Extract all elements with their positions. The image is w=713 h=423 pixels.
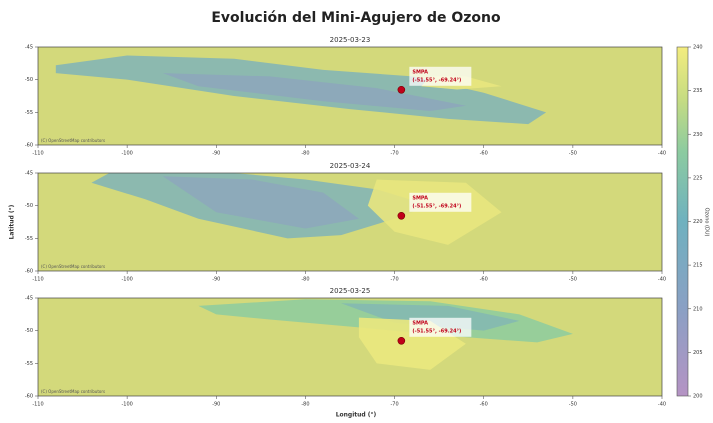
y-tick-label: -55 [25,236,33,242]
station-marker [397,336,406,345]
station-name: SMPA [412,320,428,326]
x-tick-label: -40 [658,151,666,157]
annotation-box [409,317,472,337]
colorbar-tick-label: 225 [693,175,703,181]
x-tick-label: -70 [390,277,398,283]
colorbar-tick-label: 210 [693,306,703,312]
x-tick-label: -50 [569,277,577,283]
x-tick-label: -80 [301,402,309,408]
x-tick-label: -110 [32,402,43,408]
x-tick-label: -60 [480,402,488,408]
station-name: SMPA [412,195,428,201]
ozone-field [162,176,359,229]
colorbar-tick-label: 205 [693,350,703,356]
x-tick-label: -70 [390,402,398,408]
station-name: SMPA [412,69,428,75]
x-tick-label: -100 [121,151,132,157]
figure-title: Evolución del Mini-Agujero de Ozono [211,10,501,26]
colorbar-tick-label: 220 [693,219,703,225]
x-tick-label: -40 [658,277,666,283]
colorbar-tick-label: 230 [693,132,703,138]
panel-title: 2025-03-25 [330,287,371,295]
ozone-field [341,303,520,331]
x-tick-label: -90 [212,402,220,408]
y-tick-label: -45 [25,296,33,302]
x-tick-label: -110 [32,151,43,157]
x-tick-label: -60 [480,151,488,157]
annotation-box [409,192,472,212]
y-tick-label: -55 [25,110,33,116]
station-marker [397,211,406,220]
y-tick-label: -50 [25,203,33,209]
plot-frame [37,46,663,146]
x-tick-label: -110 [32,277,43,283]
attribution: (C) OpenStreetMap contributors [41,138,105,143]
y-tick-label: -60 [25,269,33,275]
x-tick-label: -60 [480,277,488,283]
colorbar-tick-label: 215 [693,263,703,269]
y-tick-label: -50 [25,328,33,334]
station-coords: (-51.55°, -69.24°) [412,203,461,209]
station-coords: (-51.55°, -69.24°) [412,328,461,334]
plot-frame [37,297,663,397]
x-tick-label: -90 [212,151,220,157]
x-tick-label: -40 [658,402,666,408]
x-tick-label: -50 [569,402,577,408]
x-axis-label: Longitud (°) [336,412,377,419]
station-coords: (-51.55°, -69.24°) [412,77,461,83]
y-tick-label: -60 [25,394,33,400]
annotation-box [409,66,472,86]
station-marker [397,85,406,94]
panel-title: 2025-03-23 [330,36,371,44]
y-tick-label: -45 [25,171,33,177]
y-tick-label: -45 [25,45,33,51]
x-tick-label: -90 [212,277,220,283]
x-tick-label: -70 [390,151,398,157]
colorbar-tick-label: 240 [693,45,703,51]
x-tick-label: -50 [569,151,577,157]
attribution: (C) OpenStreetMap contributors [41,264,105,269]
y-tick-label: -50 [25,77,33,83]
x-tick-label: -80 [301,277,309,283]
colorbar-tick-label: 200 [693,394,703,400]
colorbar [676,46,689,397]
panel-title: 2025-03-24 [330,162,371,170]
attribution: (C) OpenStreetMap contributors [41,389,105,394]
x-tick-label: -100 [121,402,132,408]
x-tick-label: -100 [121,277,132,283]
colorbar-label: Ozono (DU) [704,208,710,237]
y-tick-label: -60 [25,143,33,149]
plot-frame [37,172,663,272]
y-tick-label: -55 [25,361,33,367]
colorbar-tick-label: 235 [693,88,703,94]
x-tick-label: -80 [301,151,309,157]
y-axis-label: Latitud (°) [9,204,16,239]
ozone-field [162,73,466,112]
